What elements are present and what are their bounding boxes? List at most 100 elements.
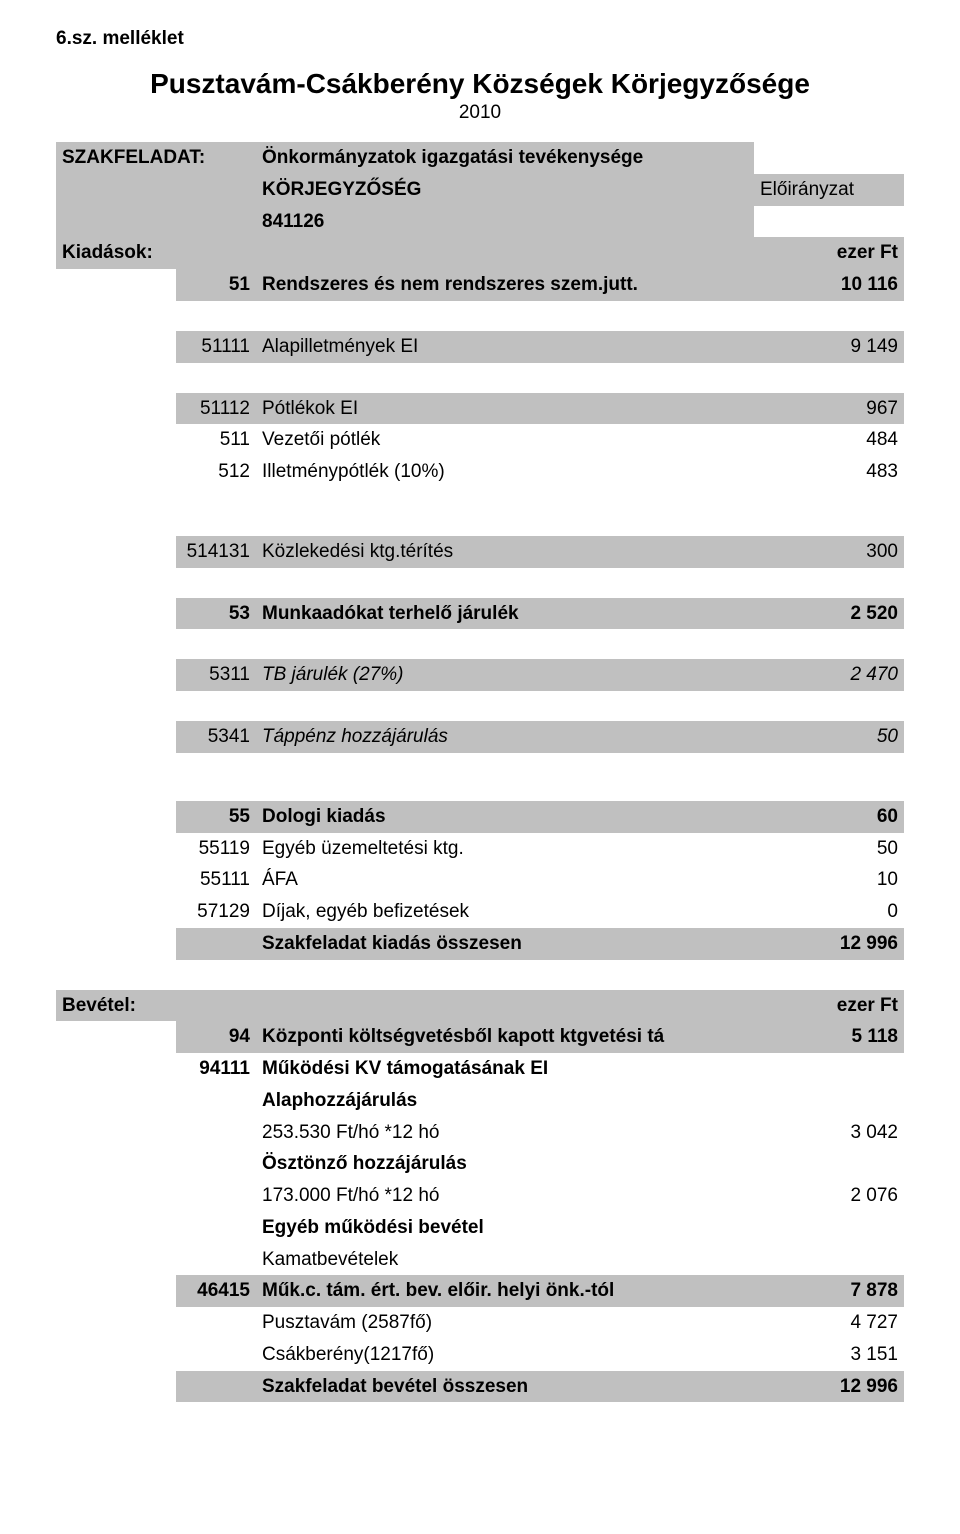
- code: 53: [176, 598, 256, 630]
- value: 50: [754, 721, 904, 753]
- label: Működési KV támogatásának EI: [256, 1053, 754, 1085]
- value: 2 076: [754, 1180, 904, 1212]
- row-csakbereny: Csákberény(1217fő) 3 151: [56, 1339, 904, 1371]
- value: 2 470: [754, 659, 904, 691]
- row-osztonzo-detail: 173.000 Ft/hó *12 hó 2 076: [56, 1180, 904, 1212]
- kiadasok-header: Kiadások: ezer Ft: [56, 237, 904, 269]
- row-94: 94 Központi költségvetésből kapott ktgve…: [56, 1021, 904, 1053]
- label: Központi költségvetésből kapott ktgvetés…: [256, 1021, 754, 1053]
- row-511: 511 Vezetői pótlék 484: [56, 424, 904, 456]
- row-46415: 46415 Műk.c. tám. ért. bev. előir. helyi…: [56, 1275, 904, 1307]
- label: Díjak, egyéb befizetések: [256, 896, 754, 928]
- blank: [56, 269, 176, 301]
- label: Táppénz hozzájárulás: [256, 721, 754, 753]
- row-kamat: Kamatbevételek: [56, 1244, 904, 1276]
- label: Alapilletmények EI: [256, 331, 754, 363]
- value: 967: [754, 393, 904, 425]
- row-51112: 51112 Pótlékok EI 967: [56, 393, 904, 425]
- row-alap-detail: 253.530 Ft/hó *12 hó 3 042: [56, 1117, 904, 1149]
- label: Egyéb üzemeltetési ktg.: [256, 833, 754, 865]
- row-5341: 5341 Táppénz hozzájárulás 50: [56, 721, 904, 753]
- value: 10 116: [754, 269, 904, 301]
- label: Pótlékok EI: [256, 393, 754, 425]
- blank: [56, 928, 176, 960]
- szakfeladat-name: Önkormányzatok igazgatási tevékenysége: [256, 142, 754, 174]
- blank: [56, 1371, 176, 1403]
- code: 5311: [176, 659, 256, 691]
- blank: [256, 237, 754, 269]
- value: 3 151: [754, 1339, 904, 1371]
- szakfeladat-code: 841126: [256, 206, 754, 238]
- label: Dologi kiadás: [256, 801, 754, 833]
- value: 3 042: [754, 1117, 904, 1149]
- label: Alaphozzájárulás: [256, 1085, 754, 1117]
- value: 60: [754, 801, 904, 833]
- row-55: 55 Dologi kiadás 60: [56, 801, 904, 833]
- label: Műk.c. tám. ért. bev. előir. helyi önk.-…: [256, 1275, 754, 1307]
- row-51111: 51111 Alapilletmények EI 9 149: [56, 331, 904, 363]
- code: 94111: [176, 1053, 256, 1085]
- label: Közlekedési ktg.térítés: [256, 536, 754, 568]
- label: Egyéb működési bevétel: [256, 1212, 754, 1244]
- blank: [56, 1275, 176, 1307]
- row-55119: 55119 Egyéb üzemeltetési ktg. 50: [56, 833, 904, 865]
- blank: [256, 990, 754, 1022]
- value: 483: [754, 456, 904, 488]
- spacer: [56, 488, 904, 518]
- label: Vezetői pótlék: [256, 424, 754, 456]
- blank: [56, 174, 256, 206]
- spacer: [56, 629, 904, 659]
- szakfeladat-sub: KÖRJEGYZŐSÉG: [256, 174, 754, 206]
- code: 51112: [176, 393, 256, 425]
- value: 484: [754, 424, 904, 456]
- row-egyeb: Egyéb működési bevétel: [56, 1212, 904, 1244]
- code: 55: [176, 801, 256, 833]
- spacer: [56, 960, 904, 990]
- total-value: 12 996: [754, 1371, 904, 1403]
- row-55111: 55111 ÁFA 10: [56, 864, 904, 896]
- value: 300: [754, 536, 904, 568]
- code: 51111: [176, 331, 256, 363]
- label: 173.000 Ft/hó *12 hó: [256, 1180, 754, 1212]
- value: 2 520: [754, 598, 904, 630]
- spacer: [56, 518, 904, 536]
- code: 514131: [176, 536, 256, 568]
- code: 46415: [176, 1275, 256, 1307]
- blank: [56, 1021, 176, 1053]
- row-53: 53 Munkaadókat terhelő járulék 2 520: [56, 598, 904, 630]
- row-514131: 514131 Közlekedési ktg.térítés 300: [56, 536, 904, 568]
- code: 55111: [176, 864, 256, 896]
- total-label: Szakfeladat kiadás összesen: [256, 928, 754, 960]
- blank: [56, 206, 256, 238]
- blank: [56, 598, 176, 630]
- szakfeladat-row-1: SZAKFELADAT: Önkormányzatok igazgatási t…: [56, 142, 904, 174]
- szakfeladat-row-3: 841126: [56, 206, 904, 238]
- row-pusztavam: Pusztavám (2587fő) 4 727: [56, 1307, 904, 1339]
- label: Kamatbevételek: [256, 1244, 754, 1276]
- spacer: [56, 301, 904, 331]
- row-alaphozzajarulas: Alaphozzájárulás: [56, 1085, 904, 1117]
- year: 2010: [56, 102, 904, 124]
- blank: [754, 142, 904, 174]
- szakfeladat-row-2: KÖRJEGYZŐSÉG Előirányzat: [56, 174, 904, 206]
- code: 57129: [176, 896, 256, 928]
- code: 55119: [176, 833, 256, 865]
- document-table: SZAKFELADAT: Önkormányzatok igazgatási t…: [56, 142, 904, 1402]
- row-osztonzo: Ösztönző hozzájárulás: [56, 1148, 904, 1180]
- total-label: Szakfeladat bevétel összesen: [256, 1371, 754, 1403]
- label: 253.530 Ft/hó *12 hó: [256, 1117, 754, 1149]
- unit-label: ezer Ft: [754, 237, 904, 269]
- spacer: [56, 363, 904, 393]
- label: Ösztönző hozzájárulás: [256, 1148, 754, 1180]
- bevetel-header: Bevétel: ezer Ft: [56, 990, 904, 1022]
- label: Csákberény(1217fő): [256, 1339, 754, 1371]
- code: 5341: [176, 721, 256, 753]
- spacer: [56, 568, 904, 598]
- code: 94: [176, 1021, 256, 1053]
- value: 0: [754, 896, 904, 928]
- blank: [176, 928, 256, 960]
- row-57129: 57129 Díjak, egyéb befizetések 0: [56, 896, 904, 928]
- label: Rendszeres és nem rendszeres szem.jutt.: [256, 269, 754, 301]
- row-512: 512 Illetménypótlék (10%) 483: [56, 456, 904, 488]
- label: Pusztavám (2587fő): [256, 1307, 754, 1339]
